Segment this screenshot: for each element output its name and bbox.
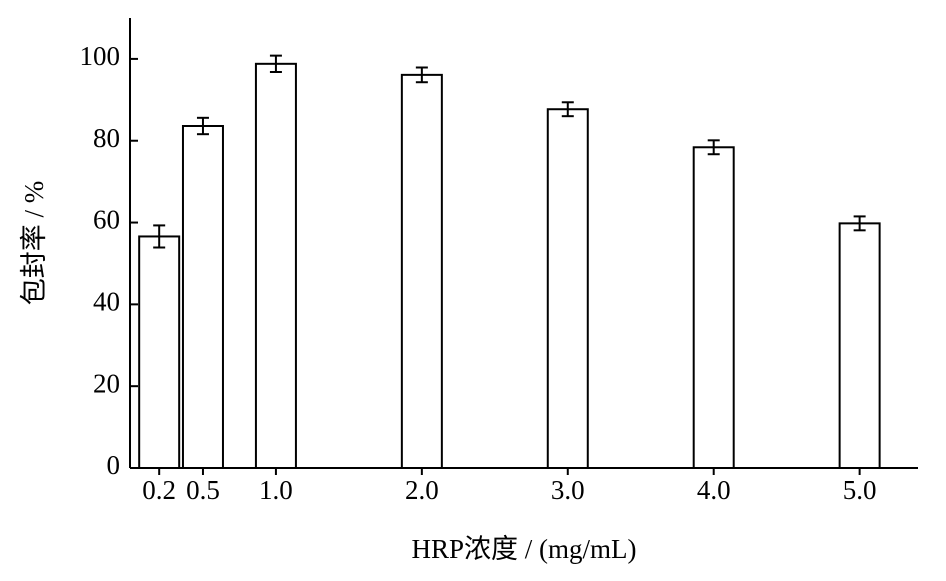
error-bar xyxy=(853,215,866,232)
y-tick-label: 20 xyxy=(93,368,120,398)
y-tick-label: 80 xyxy=(93,123,120,153)
bar xyxy=(400,73,443,469)
error-bar xyxy=(707,139,720,156)
y-tick-label: 60 xyxy=(93,205,120,235)
x-tick-label: 5.0 xyxy=(843,475,877,505)
error-bar xyxy=(561,101,574,118)
y-tick-label: 100 xyxy=(80,41,121,71)
y-axis-title: 包封率 / % xyxy=(19,181,49,306)
x-tick-label: 4.0 xyxy=(697,475,731,505)
x-tick-label: 0.2 xyxy=(142,475,176,505)
x-tick-label: 3.0 xyxy=(551,475,585,505)
x-tick-label: 0.5 xyxy=(186,475,220,505)
bar xyxy=(838,222,881,469)
error-bar xyxy=(153,224,166,249)
bar xyxy=(254,62,297,470)
error-bar xyxy=(415,66,428,84)
bar xyxy=(546,108,589,470)
error-bar xyxy=(196,116,209,136)
x-axis-title: HRP浓度 / (mg/mL) xyxy=(411,534,636,564)
x-tick-label: 1.0 xyxy=(259,475,293,505)
bar xyxy=(181,125,224,469)
x-tick-label: 2.0 xyxy=(405,475,439,505)
y-tick-label: 40 xyxy=(93,287,120,317)
bar xyxy=(138,235,181,469)
bar xyxy=(692,146,735,469)
y-tick-label: 0 xyxy=(107,450,121,480)
error-bar xyxy=(269,54,282,73)
